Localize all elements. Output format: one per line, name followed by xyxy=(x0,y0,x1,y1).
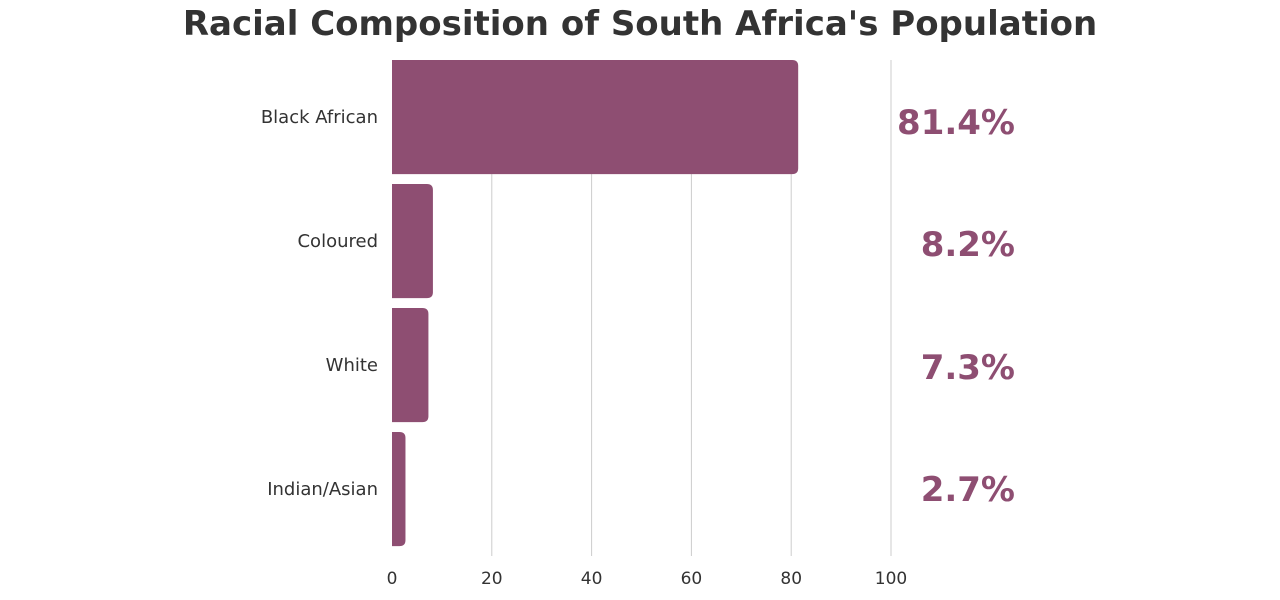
bar-2 xyxy=(392,308,429,423)
bar-3 xyxy=(392,432,406,547)
x-axis-ticks: 0 20 40 60 80 100 xyxy=(387,569,908,589)
category-label-1: Coloured xyxy=(297,231,378,252)
x-tick-label-1: 20 xyxy=(481,569,503,589)
category-label-0: Black African xyxy=(261,107,378,128)
value-label-2: 7.3% xyxy=(921,348,1015,388)
x-tick-label-0: 0 xyxy=(387,569,398,589)
x-tick-label-5: 100 xyxy=(875,569,907,589)
value-labels: 81.4% 8.2% 7.3% 2.7% xyxy=(897,103,1015,510)
value-label-1: 8.2% xyxy=(921,225,1015,265)
category-label-3: Indian/Asian xyxy=(267,479,378,500)
value-label-0: 81.4% xyxy=(897,103,1015,143)
bars xyxy=(392,60,799,547)
x-tick-label-3: 60 xyxy=(681,569,703,589)
value-label-3: 2.7% xyxy=(921,470,1015,510)
x-tick-label-2: 40 xyxy=(581,569,603,589)
bar-0 xyxy=(392,60,799,175)
x-tick-label-4: 80 xyxy=(780,569,802,589)
category-labels: Black African Coloured White Indian/Asian xyxy=(261,107,378,500)
bar-1 xyxy=(392,184,433,299)
category-label-2: White xyxy=(326,355,378,376)
chart-title: Racial Composition of South Africa's Pop… xyxy=(183,4,1097,44)
